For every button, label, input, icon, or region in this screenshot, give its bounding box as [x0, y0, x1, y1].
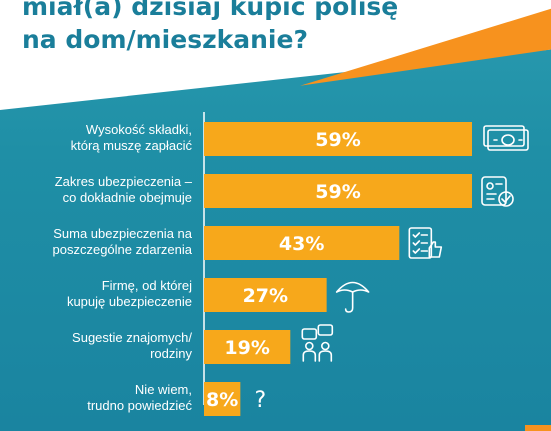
category-label: którą muszę zapłacić	[71, 138, 193, 153]
bar	[204, 226, 400, 260]
money-icon	[483, 125, 529, 151]
bar	[204, 382, 241, 416]
bar	[204, 330, 291, 364]
category-label: co dokładnie obejmuje	[63, 190, 192, 205]
data-label: 19%	[224, 337, 269, 359]
category-label: poszczególne zdarzenia	[53, 242, 193, 257]
category-label: Wysokość składki,	[86, 122, 192, 137]
data-label: 8%	[206, 389, 238, 411]
category-label: Suma ubezpieczenia na	[53, 226, 193, 241]
category-label: rodziny	[150, 346, 192, 361]
data-label: 59%	[315, 129, 360, 151]
title-line-1: miał(a) dzisiaj kupić polisę	[22, 0, 399, 21]
page-title: miał(a) dzisiaj kupić polisę na dom/mies…	[22, 0, 442, 56]
data-label: 43%	[279, 233, 324, 255]
bar	[204, 122, 472, 156]
checklist-thumb-icon	[408, 227, 443, 259]
question-glyph: ?	[254, 388, 266, 413]
category-label: trudno powiedzieć	[87, 398, 192, 413]
document-check-icon	[481, 176, 514, 207]
corner-accent	[525, 425, 551, 431]
category-label: Zakres ubezpieczenia –	[55, 174, 193, 189]
title-line-2: na dom/mieszkanie?	[22, 25, 308, 54]
category-label: Sugestie znajomych/	[72, 330, 192, 345]
data-label: 27%	[243, 285, 288, 307]
category-label: Firmę, od której	[102, 278, 192, 293]
data-label: 59%	[315, 181, 360, 203]
umbrella-icon	[335, 281, 370, 313]
category-label: Nie wiem,	[135, 382, 192, 397]
category-label: kupuję ubezpieczenie	[67, 294, 192, 309]
bar	[204, 174, 472, 208]
people-chat-icon	[301, 324, 334, 362]
bar	[204, 278, 327, 312]
question-icon: ?	[254, 388, 266, 413]
